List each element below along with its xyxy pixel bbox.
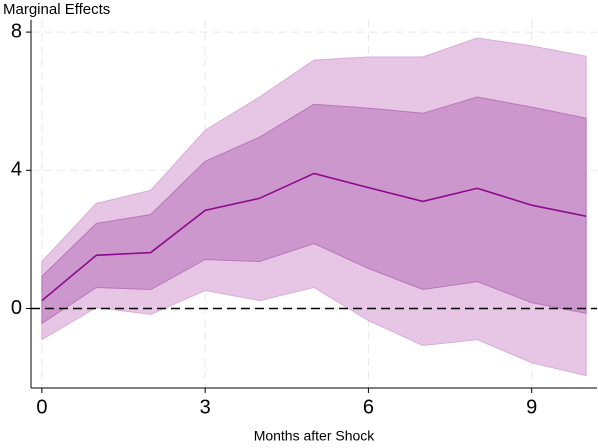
y-tick-label: 0 (11, 297, 22, 319)
y-tick-label: 8 (11, 20, 22, 42)
y-axis-title: Marginal Effects (3, 1, 110, 18)
confidence-band (41, 96, 587, 325)
y-tick-label: 4 (11, 159, 22, 181)
x-tick-label: 6 (363, 396, 374, 418)
x-tick-label: 0 (36, 396, 47, 418)
x-tick-label: 3 (200, 396, 211, 418)
line (41, 172, 587, 302)
x-axis-title: Months after Shock (254, 428, 376, 444)
x-tick-label: 9 (526, 396, 537, 418)
